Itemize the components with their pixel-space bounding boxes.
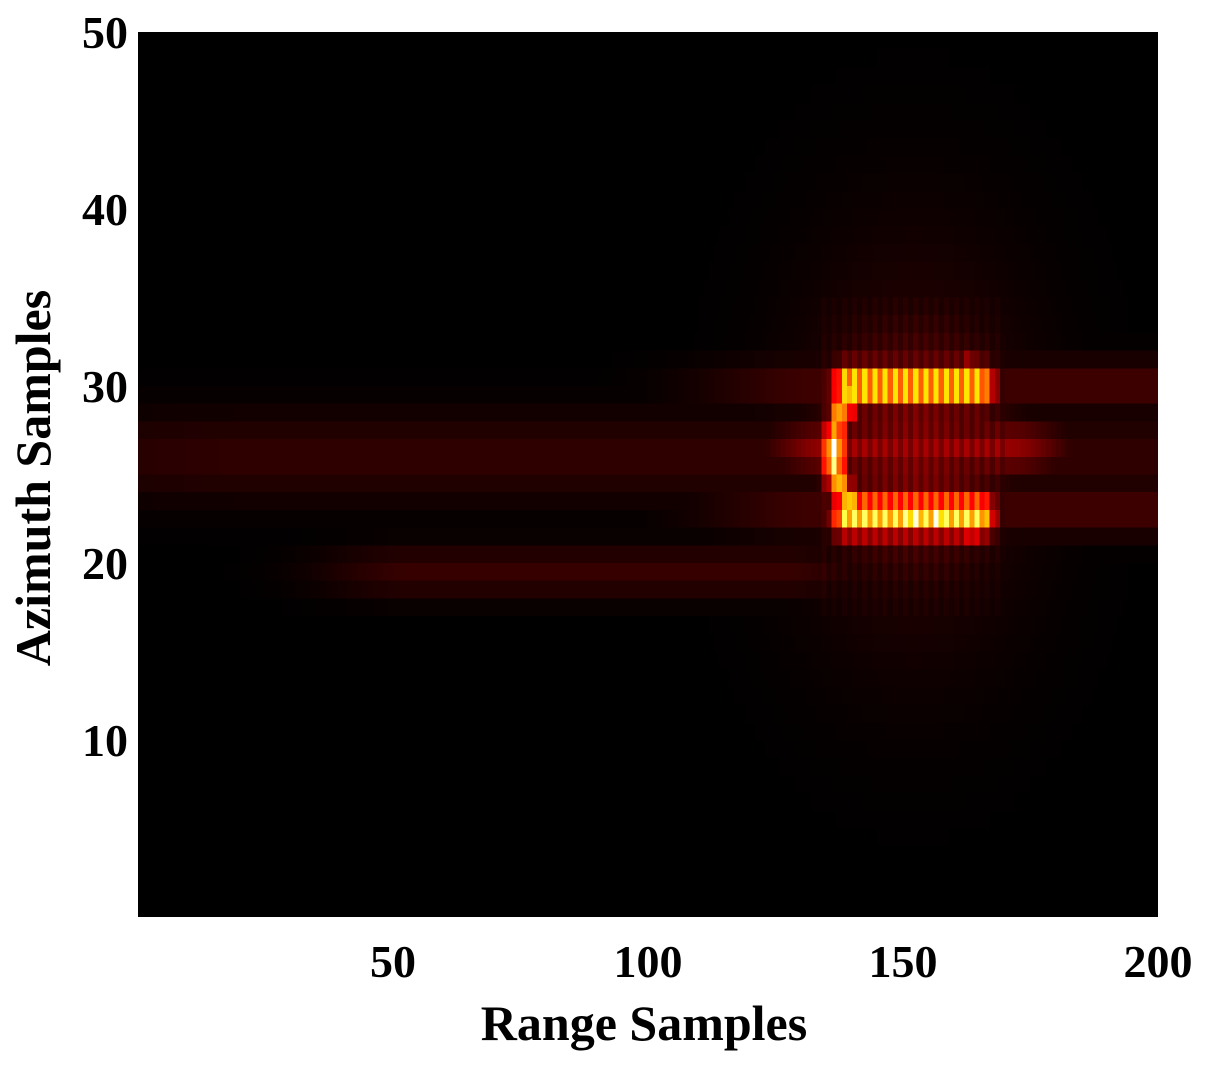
y-tick-label: 40 xyxy=(82,184,128,235)
y-tick-label: 20 xyxy=(82,538,128,589)
y-axis-label: Azimuth Samples xyxy=(5,290,61,666)
heatmap-image xyxy=(138,32,1158,917)
x-tick-label: 100 xyxy=(614,936,683,987)
x-tick-label: 150 xyxy=(869,936,938,987)
y-tick-label: 50 xyxy=(82,7,128,58)
x-tick-labels: 50 100 150 200 xyxy=(370,936,1193,987)
x-tick-label: 200 xyxy=(1124,936,1193,987)
y-tick-labels: 10 20 30 40 50 xyxy=(82,7,128,766)
x-axis-label: Range Samples xyxy=(481,995,807,1051)
y-tick-label: 10 xyxy=(82,715,128,766)
x-tick-label: 50 xyxy=(370,936,416,987)
y-tick-label: 30 xyxy=(82,361,128,412)
